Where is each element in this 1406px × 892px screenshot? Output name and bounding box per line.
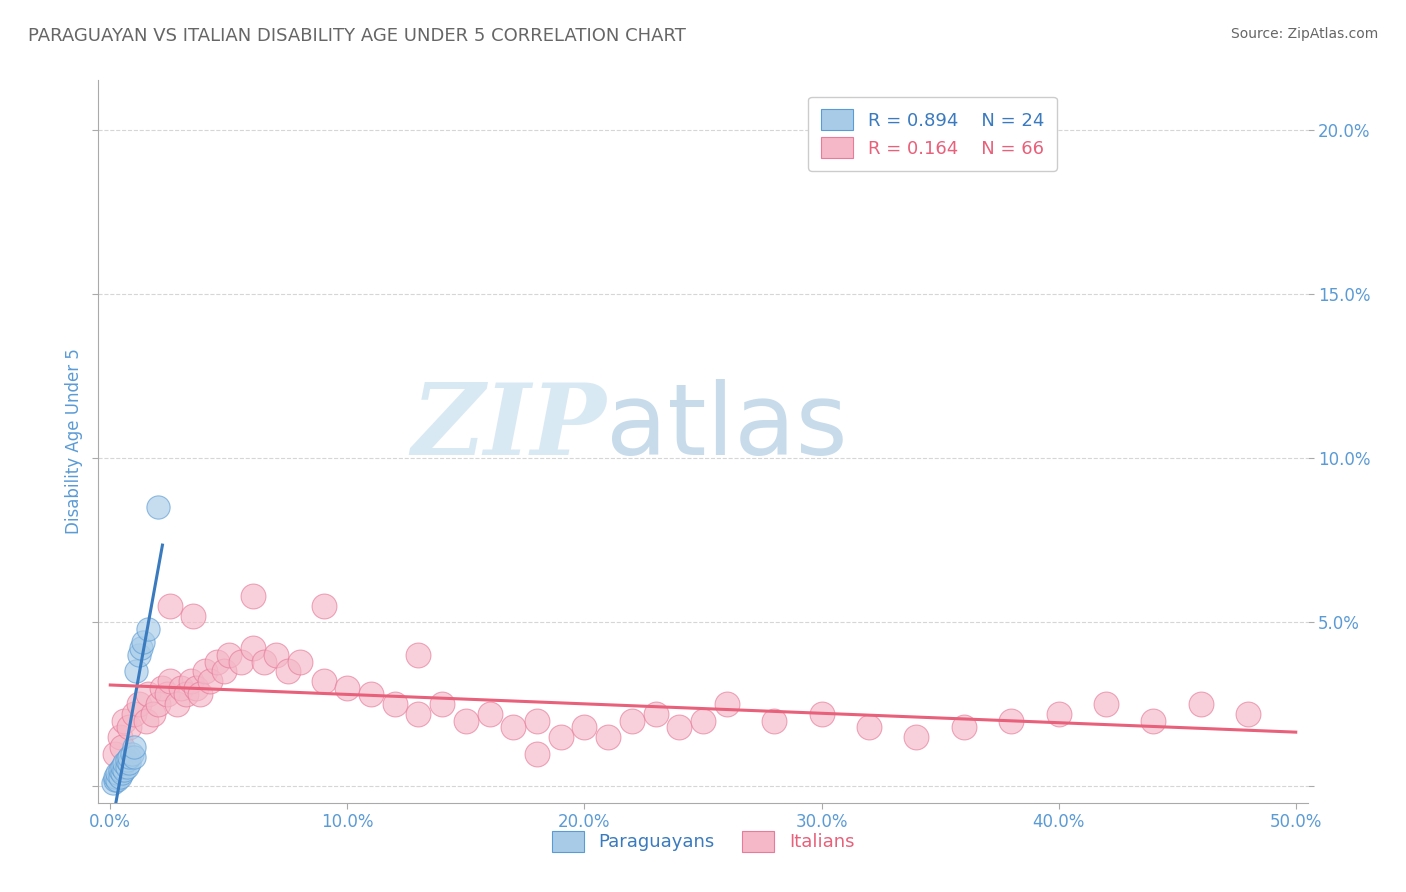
Point [125, 665, 148, 679]
Point [121, 747, 143, 761]
Point [104, 770, 127, 784]
Point [115, 753, 138, 767]
Point [229, 655, 252, 669]
Point [159, 599, 181, 613]
Text: Source: ZipAtlas.com: Source: ZipAtlas.com [1230, 27, 1378, 41]
Point [122, 707, 145, 722]
Point [152, 681, 174, 695]
Point [129, 641, 152, 656]
Point [952, 720, 974, 734]
Point [242, 641, 264, 656]
Point [111, 739, 134, 754]
Point [810, 707, 832, 722]
Point [114, 756, 136, 771]
Point [166, 698, 188, 712]
Point [360, 687, 382, 701]
Point [763, 714, 786, 728]
Point [1047, 707, 1070, 722]
Point [253, 655, 276, 669]
Point [132, 635, 155, 649]
Point [526, 714, 548, 728]
Point [136, 622, 159, 636]
Point [122, 739, 145, 754]
Point [136, 687, 159, 701]
Point [432, 698, 454, 712]
Text: PARAGUAYAN VS ITALIAN DISABILITY AGE UNDER 5 CORRELATION CHART: PARAGUAYAN VS ITALIAN DISABILITY AGE UND… [28, 27, 686, 45]
Text: atlas: atlas [606, 378, 848, 475]
Point [312, 599, 335, 613]
Point [668, 720, 690, 734]
Point [180, 674, 202, 689]
Point [118, 720, 141, 734]
Point [118, 749, 141, 764]
Point [598, 730, 620, 744]
Point [111, 766, 134, 780]
Point [115, 760, 138, 774]
Point [454, 714, 477, 728]
Point [108, 770, 131, 784]
Point [264, 648, 287, 662]
Point [146, 500, 169, 515]
Point [205, 655, 228, 669]
Legend: Paraguayans, Italians: Paraguayans, Italians [544, 823, 862, 859]
Point [170, 681, 193, 695]
Point [312, 674, 335, 689]
Point [288, 655, 311, 669]
Point [104, 772, 127, 787]
Point [692, 714, 714, 728]
Point [105, 772, 128, 787]
Point [218, 648, 240, 662]
Point [111, 760, 134, 774]
Point [156, 687, 179, 701]
Point [574, 720, 596, 734]
Point [174, 687, 197, 701]
Point [135, 714, 157, 728]
Point [108, 730, 131, 744]
Point [502, 720, 524, 734]
Point [118, 756, 141, 771]
Point [181, 608, 204, 623]
Point [104, 747, 127, 761]
Point [142, 707, 165, 722]
Point [550, 730, 572, 744]
Point [858, 720, 880, 734]
Point [114, 714, 136, 728]
Point [194, 665, 217, 679]
Point [108, 763, 131, 777]
Point [159, 674, 181, 689]
Point [1237, 707, 1260, 722]
Point [716, 698, 738, 712]
Point [408, 707, 430, 722]
Point [128, 648, 150, 662]
Point [478, 707, 501, 722]
Point [184, 681, 207, 695]
Point [1189, 698, 1212, 712]
Point [408, 648, 430, 662]
Point [905, 730, 928, 744]
Point [105, 766, 128, 780]
Point [212, 665, 235, 679]
Point [101, 776, 124, 790]
Point [644, 707, 666, 722]
Point [277, 665, 299, 679]
Point [198, 674, 221, 689]
Point [128, 698, 150, 712]
Text: ZIP: ZIP [412, 379, 606, 475]
Y-axis label: Disability Age Under 5: Disability Age Under 5 [65, 349, 83, 534]
Point [1095, 698, 1118, 712]
Point [384, 698, 406, 712]
Point [122, 749, 145, 764]
Point [190, 687, 212, 701]
Point [242, 589, 264, 603]
Point [620, 714, 643, 728]
Point [146, 698, 169, 712]
Point [526, 747, 548, 761]
Point [1142, 714, 1164, 728]
Point [1000, 714, 1022, 728]
Point [336, 681, 359, 695]
Point [114, 763, 136, 777]
